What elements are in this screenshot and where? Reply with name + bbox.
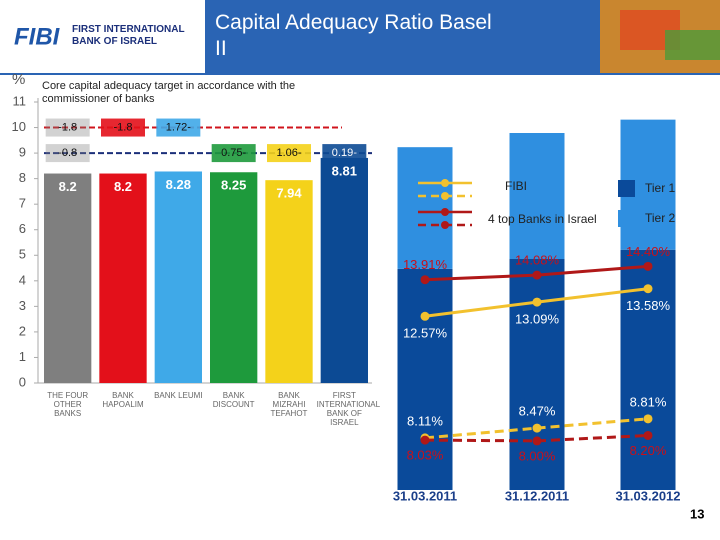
slide-title: Capital Adequacy Ratio Basel II bbox=[215, 11, 492, 60]
bar-value-label: 7.94 bbox=[276, 186, 302, 201]
x-tick-label: FIRST INTERNATIONAL BANK OF ISRAEL bbox=[316, 391, 381, 427]
series-point bbox=[420, 311, 430, 321]
y-tick-label: 3 bbox=[19, 298, 26, 313]
logo: FIBI bbox=[14, 23, 61, 50]
legend-label: FIBI bbox=[505, 179, 527, 193]
gap-label: 0.19- bbox=[332, 147, 357, 159]
point-label: 8.00% bbox=[519, 448, 556, 463]
legend-label: Tier 2 bbox=[645, 211, 676, 225]
bar bbox=[44, 173, 92, 383]
bar-value-label: 8.81 bbox=[332, 163, 357, 178]
bar bbox=[210, 172, 258, 383]
legend-label: 4 top Banks in Israel bbox=[488, 212, 597, 226]
header-rule bbox=[0, 73, 720, 75]
x-tick-label: BANK DISCOUNT bbox=[212, 391, 255, 409]
x-tick-label: BANK LEUMI bbox=[154, 391, 203, 400]
gap-label: 0.75- bbox=[221, 147, 246, 159]
bar-value-label: 8.2 bbox=[59, 179, 77, 194]
point-label: 14.08% bbox=[515, 253, 560, 268]
legend-label: Tier 1 bbox=[645, 181, 676, 195]
gap-box bbox=[322, 144, 367, 163]
bar bbox=[320, 157, 368, 383]
point-label: 8.20% bbox=[630, 443, 667, 458]
bar-value-label: 8.28 bbox=[166, 177, 191, 192]
y-tick-label: 9 bbox=[19, 145, 26, 160]
point-label: 13.91% bbox=[403, 257, 448, 272]
x-tick-label: THE FOUR OTHER BANKS bbox=[47, 391, 89, 418]
annotation: Core capital adequacy target in accordan… bbox=[42, 80, 296, 105]
stacked-bar bbox=[509, 133, 565, 259]
bar-value-label: 8.25 bbox=[221, 178, 246, 193]
point-label: 8.81% bbox=[630, 394, 667, 409]
legend-point bbox=[441, 179, 449, 187]
y-axis-label: % bbox=[12, 71, 25, 88]
gap-box bbox=[101, 118, 145, 137]
series-point bbox=[643, 430, 653, 440]
gap-label: -0.8 bbox=[58, 147, 77, 159]
y-tick-label: 2 bbox=[19, 323, 26, 338]
bar bbox=[265, 180, 313, 383]
stacked-bar bbox=[397, 268, 453, 490]
y-tick-label: 5 bbox=[19, 247, 26, 262]
bar-value-label: 8.2 bbox=[114, 179, 132, 194]
gap-box bbox=[45, 144, 90, 163]
gap-label: 1.06- bbox=[276, 147, 301, 159]
x-tick-label: BANK MIZRAHI TEFAHOT bbox=[270, 391, 308, 418]
point-label: 14.40% bbox=[626, 244, 671, 259]
legend-swatch bbox=[618, 210, 635, 227]
bank-name: FIRST INTERNATIONAL BANK OF ISRAEL bbox=[72, 24, 185, 47]
series-point bbox=[532, 270, 542, 280]
point-label: 13.09% bbox=[515, 312, 560, 327]
stacked-bar bbox=[397, 147, 453, 269]
y-tick-label: 4 bbox=[19, 272, 26, 287]
point-label: 8.47% bbox=[519, 404, 556, 419]
series-point bbox=[532, 423, 542, 433]
y-tick-label: 6 bbox=[19, 221, 26, 236]
series-point bbox=[643, 261, 653, 271]
y-tick-label: 11 bbox=[13, 93, 27, 108]
stacked-bar bbox=[509, 259, 565, 490]
gap-box bbox=[156, 118, 201, 137]
y-tick-label: 0 bbox=[19, 374, 26, 389]
series-point bbox=[532, 297, 542, 307]
legend-swatch bbox=[618, 180, 635, 197]
y-tick-label: 1 bbox=[19, 349, 26, 364]
series-point bbox=[420, 275, 430, 285]
gap-box bbox=[267, 144, 311, 163]
gap-label: -1.8 bbox=[114, 121, 133, 133]
point-label: 12.57% bbox=[403, 326, 448, 341]
photo-detail bbox=[665, 30, 720, 60]
gap-label: 1.72- bbox=[166, 121, 191, 133]
series-point bbox=[643, 414, 653, 424]
point-label: 8.11% bbox=[407, 413, 443, 428]
gap-box bbox=[45, 118, 90, 137]
series-point bbox=[643, 284, 653, 294]
y-tick-label: 7 bbox=[19, 196, 26, 211]
y-tick-label: 8 bbox=[19, 170, 26, 185]
x-tick-label: 31.12.2011 bbox=[505, 488, 569, 503]
x-tick-label: BANK HAPOALIM bbox=[102, 391, 144, 409]
x-tick-label: 31.03.2012 bbox=[615, 488, 680, 503]
legend-point bbox=[441, 192, 449, 200]
legend-point bbox=[441, 221, 449, 229]
point-label: 8.03% bbox=[407, 448, 444, 463]
y-tick-label: 10 bbox=[12, 119, 26, 134]
page-number: 13 bbox=[690, 506, 704, 521]
gap-box bbox=[211, 144, 256, 163]
series-point bbox=[420, 435, 430, 445]
bar bbox=[99, 173, 147, 383]
point-label: 13.58% bbox=[626, 298, 671, 313]
legend-point bbox=[441, 208, 449, 216]
title-box bbox=[205, 0, 600, 74]
series-point bbox=[532, 436, 542, 446]
x-tick-label: 31.03.2011 bbox=[393, 488, 457, 503]
gap-label: -1.8 bbox=[58, 121, 77, 133]
bar bbox=[154, 171, 202, 383]
